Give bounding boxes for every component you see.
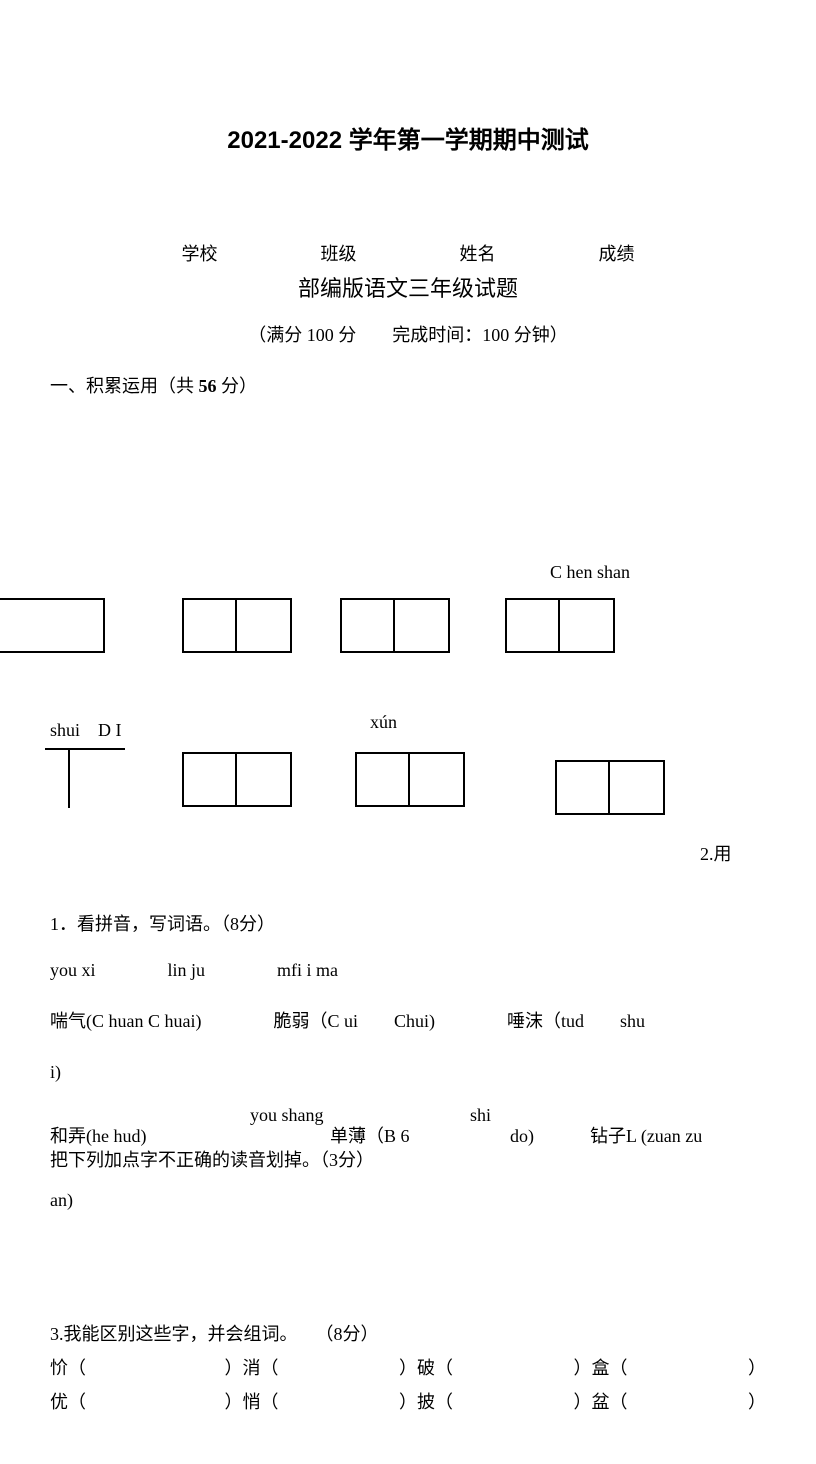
q3-r1c1: 忦（ [50, 1354, 225, 1380]
info-row: 学校 班级 姓名 成绩 [50, 240, 766, 266]
section-1-header: 一、积累运用（共 56 分） [50, 372, 766, 398]
q3-r2c3: ）披（ [399, 1388, 574, 1414]
box-group-1 [182, 598, 292, 653]
pinyin-chenshan: C hen shan [550, 562, 630, 583]
q3-row2: 优（ ）悄（ ）披（ ）盆（ ） [50, 1388, 766, 1414]
section-1-prefix: 一、积累运用（共 [50, 376, 199, 396]
q1-row3c: do) [510, 1118, 534, 1154]
q1-row2b: i) [50, 1054, 766, 1090]
pinyin-shuidi: shui D I [50, 720, 122, 741]
char-box [237, 752, 292, 807]
q3-r1c4: ）盒（ [574, 1354, 749, 1380]
char-box [610, 760, 665, 815]
char-box [505, 598, 560, 653]
q3-r1c5: ） [748, 1354, 766, 1380]
score-info: （满分 100 分 完成时间：100 分钟） [50, 321, 766, 347]
q1-title: 1．看拼音，写词语。（8分） [50, 906, 766, 942]
pinyin-shi: shi [470, 1105, 491, 1126]
line-top [45, 748, 125, 750]
section-1-points: 56 [199, 376, 217, 396]
char-box-partial [0, 598, 105, 653]
char-box [182, 752, 237, 807]
box-group-2 [340, 598, 450, 653]
q1-row3e: an) [50, 1182, 73, 1218]
pinyin-youshang: you shang [250, 1105, 324, 1126]
box-group-6 [555, 760, 665, 815]
subtitle: 部编版语文三年级试题 [50, 271, 766, 303]
section-1-suffix: 分） [217, 376, 258, 396]
main-title: 2021-2022 学年第一学期期中测试 [50, 120, 766, 155]
q1-block: 1．看拼音，写词语。（8分） you xi lin ju mfi i ma 喘气… [50, 906, 766, 1090]
q1-note: 把下列加点字不正确的读音划掉。（3分） [50, 1142, 374, 1178]
q1-pinyin-row: you xi lin ju mfi i ma [50, 952, 766, 988]
char-box [395, 598, 450, 653]
q1-row3d: 钻子L (zuan zu [590, 1118, 702, 1154]
q3-r1c2: ）消（ [225, 1354, 400, 1380]
q2-label: 2.用 [700, 840, 732, 866]
q3-title: 3.我能区别这些字，并会组词。 （8分） [50, 1320, 766, 1346]
q3-r2c1: 优（ [50, 1388, 225, 1414]
q3-r2c4: ）盆（ [574, 1388, 749, 1414]
char-box [355, 752, 410, 807]
q3-r2c5: ） [748, 1388, 766, 1414]
q3-block: 3.我能区别这些字，并会组词。 （8分） 忦（ ）消（ ）破（ ）盒（ ） 优（… [50, 1320, 766, 1414]
info-score: 成绩 [599, 240, 635, 266]
char-box [410, 752, 465, 807]
char-box [555, 760, 610, 815]
line-vert [68, 748, 70, 808]
q1-row2: 喘气(C huan C huai) 脆弱（C ui Chui) 唾沫（tud s… [50, 1003, 766, 1039]
q3-r2c2: ）悄（ [225, 1388, 400, 1414]
pinyin-xun: xún [370, 712, 397, 733]
box-group-4 [182, 752, 292, 807]
char-box [182, 598, 237, 653]
char-box [340, 598, 395, 653]
q3-r1c3: ）破（ [399, 1354, 574, 1380]
box-group-5 [355, 752, 465, 807]
box-group-3 [505, 598, 615, 653]
char-box [560, 598, 615, 653]
char-box [237, 598, 292, 653]
q3-row1: 忦（ ）消（ ）破（ ）盒（ ） [50, 1354, 766, 1380]
info-name: 姓名 [460, 240, 496, 266]
info-class: 班级 [321, 240, 357, 266]
info-school: 学校 [182, 240, 218, 266]
